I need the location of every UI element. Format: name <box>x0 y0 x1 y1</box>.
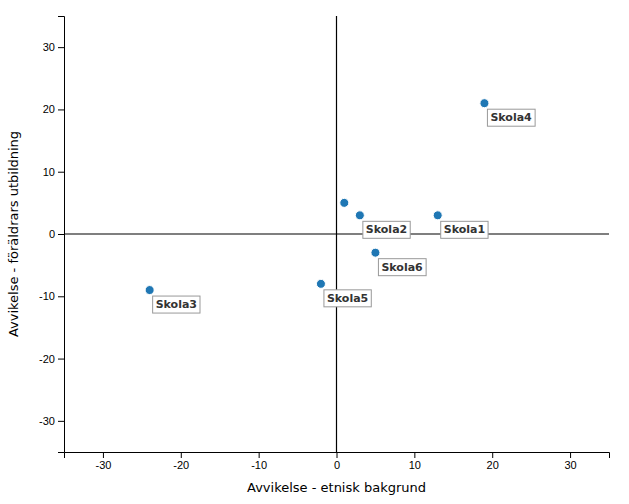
point <box>433 211 442 220</box>
point <box>316 279 325 288</box>
label-box <box>363 221 410 238</box>
tick-mark <box>58 109 64 110</box>
tick-mark <box>414 452 415 458</box>
tick: 20 <box>43 103 64 115</box>
tick: 30 <box>43 41 64 53</box>
point-label-group: Skola1 <box>441 221 488 238</box>
tick-label: -20 <box>173 459 189 471</box>
point-label: Skola2 <box>366 223 407 236</box>
tick-mark <box>570 452 571 458</box>
tick-label: -10 <box>39 290 55 302</box>
x-axis-title: Avvikelse - etnisk bakgrund <box>247 480 426 495</box>
point-label-group: Skola5 <box>324 290 371 307</box>
label-box <box>441 221 488 238</box>
tick-mark <box>58 421 64 422</box>
label-box <box>153 296 200 313</box>
point-label-group: Skola3 <box>153 296 200 313</box>
point-label: Skola4 <box>490 111 532 124</box>
tick: -10 <box>251 452 267 471</box>
tick-label: 30 <box>564 459 576 471</box>
axis-line <box>65 453 610 459</box>
tick-label: -30 <box>39 415 55 427</box>
y-axis-title: Avvikelse - föräldrars utbildning <box>6 131 21 337</box>
tick-label: 0 <box>49 228 55 240</box>
point <box>145 286 154 295</box>
point-label-group: Skola2 <box>363 221 410 238</box>
point-label: Skola6 <box>381 261 423 274</box>
point <box>480 99 489 108</box>
point-label: Skola5 <box>327 292 368 305</box>
tick-mark <box>58 234 64 235</box>
label-box <box>378 259 426 276</box>
point <box>355 211 364 220</box>
tick: 0 <box>334 452 340 471</box>
tick-label: 20 <box>43 103 55 115</box>
label-box <box>487 109 535 126</box>
point <box>371 248 380 257</box>
axis-line <box>58 17 65 453</box>
zero-line <box>336 16 337 452</box>
tick-mark <box>58 296 64 297</box>
tick-mark <box>337 452 338 458</box>
tick: 20 <box>487 452 499 471</box>
tick-label: -10 <box>251 459 267 471</box>
tick-label: 0 <box>334 459 340 471</box>
tick-mark <box>58 172 64 173</box>
point-label: Skola3 <box>156 298 197 311</box>
point-label-group: Skola6 <box>378 259 426 276</box>
tick-label: 10 <box>409 459 421 471</box>
label-box <box>324 290 371 307</box>
tick: -20 <box>39 353 64 365</box>
tick-label: -30 <box>95 459 111 471</box>
tick-label: 20 <box>487 459 499 471</box>
tick: 30 <box>564 452 576 471</box>
tick: 0 <box>49 228 64 240</box>
point-label: Skola1 <box>444 223 485 236</box>
tick-mark <box>492 452 493 458</box>
tick: 10 <box>43 166 64 178</box>
tick-mark <box>259 452 260 458</box>
tick: -30 <box>95 452 111 471</box>
point-label-group: Skola4 <box>487 109 535 126</box>
tick: 10 <box>409 452 421 471</box>
tick-mark <box>181 452 182 458</box>
tick-label: -20 <box>39 353 55 365</box>
chart: -30-20-100102030-30-20-100102030Skola4Sk… <box>0 0 629 504</box>
marks <box>64 16 609 452</box>
y-axis: -30 -20 -10 0 10 20 30 <box>39 17 64 453</box>
point <box>340 198 349 207</box>
tick-mark <box>58 359 64 360</box>
tick: -10 <box>39 290 64 302</box>
tick: -30 <box>39 415 64 427</box>
tick-mark <box>103 452 104 458</box>
tick-label: 30 <box>43 41 55 53</box>
tick-label: 10 <box>43 166 55 178</box>
tick: -20 <box>173 452 189 471</box>
x-axis: -30 -20 -10 0 10 20 30 <box>65 452 610 471</box>
tick-mark <box>58 47 64 48</box>
point-labels: Skola4 Skola1 Skola2 Skola6 Skola5 Skola3 <box>153 109 535 313</box>
plot-area: -30-20-100102030-30-20-100102030Skola4Sk… <box>39 16 609 471</box>
